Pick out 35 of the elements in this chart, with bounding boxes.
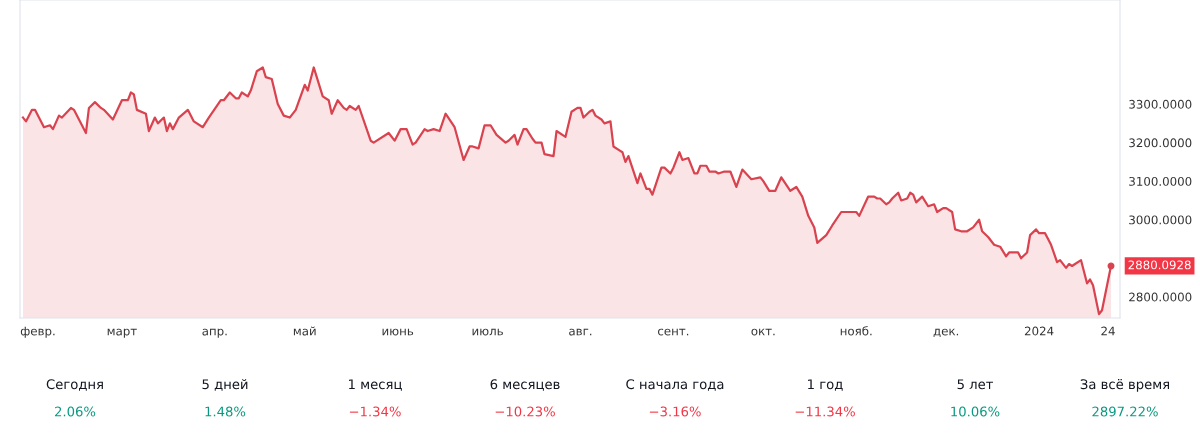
category-label: 5 лет bbox=[957, 379, 994, 390]
text: −1.34% bbox=[349, 406, 401, 417]
text: 1.48% bbox=[205, 406, 246, 417]
category-label: 1 год bbox=[808, 379, 843, 391]
x-tick-label: июль bbox=[472, 328, 503, 336]
category-label: С начала года bbox=[626, 379, 724, 391]
x-tick-label: 2024 bbox=[1024, 326, 1054, 336]
category-label: 1 месяц bbox=[349, 379, 402, 391]
category-label: 5 дней bbox=[202, 379, 248, 391]
x-tick-label: май bbox=[293, 326, 316, 336]
text: 10.06% bbox=[951, 406, 1000, 417]
y-tick-label: 3100.0000 bbox=[1129, 176, 1192, 186]
x-tick-label: дек. bbox=[933, 328, 959, 337]
y-tick-label: 3300.0000 bbox=[1129, 99, 1192, 109]
y-tick-label: 2800.0000 bbox=[1129, 292, 1192, 302]
y-tick-label: 3200.0000 bbox=[1129, 138, 1192, 148]
x-tick-label: февр. bbox=[20, 326, 55, 338]
x-tick-label: 24 bbox=[1101, 326, 1115, 336]
x-tick-label: окт. bbox=[751, 328, 775, 336]
x-tick-label: июнь bbox=[382, 328, 414, 336]
category-label: 6 месяцев bbox=[490, 379, 560, 391]
category-label: За всё время bbox=[1080, 379, 1169, 392]
y-tick-label: 3000.0000 bbox=[1129, 215, 1192, 225]
x-tick-label: нояб. bbox=[840, 326, 872, 336]
text: 2.06% bbox=[55, 406, 96, 417]
category-label: Сегодня bbox=[46, 379, 103, 391]
text: −10.23% bbox=[495, 406, 555, 417]
x-tick-label: март bbox=[107, 328, 137, 338]
text: −11.34% bbox=[795, 406, 855, 417]
x-tick-label: апр. bbox=[202, 328, 227, 338]
x-tick-label: сент. bbox=[658, 328, 689, 336]
x-tick-label: авг. bbox=[569, 328, 592, 336]
text: 2897.22% bbox=[1092, 406, 1158, 417]
text: −3.16% bbox=[649, 406, 701, 417]
annotation: 2880.0928 bbox=[1128, 260, 1191, 270]
